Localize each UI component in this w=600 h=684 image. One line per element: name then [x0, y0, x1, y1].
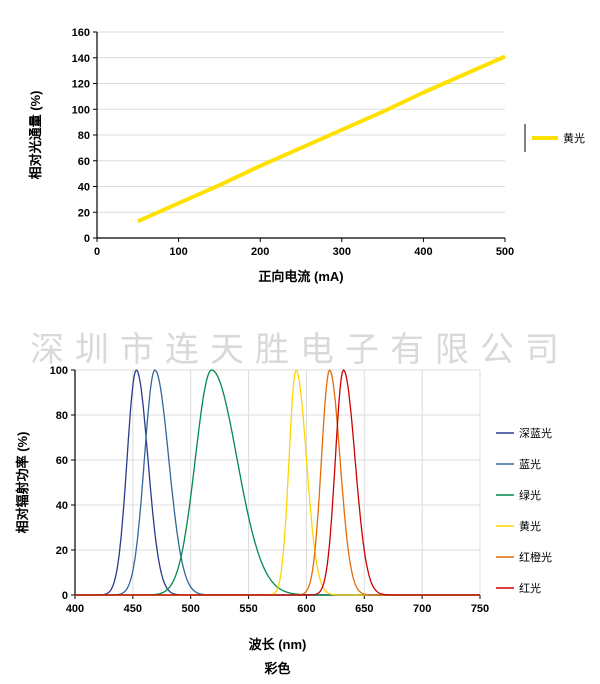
y-tick-label: 60 [78, 156, 90, 168]
x-axis-subtitle: 彩色 [263, 661, 290, 676]
legend-label: 黄光 [519, 519, 541, 533]
x-tick-label: 700 [413, 603, 431, 615]
series-line [75, 369, 480, 596]
x-axis-title: 波长 (nm) [249, 637, 307, 652]
x-axis-title: 正向电流 (mA) [258, 269, 343, 284]
y-axis-title: 相对光通量 (%) [28, 91, 43, 180]
series-line [136, 54, 506, 224]
y-tick-label: 40 [56, 500, 68, 512]
legend-label: 红橙光 [519, 550, 552, 564]
legend-label: 黄光 [563, 131, 585, 145]
y-tick-label: 40 [78, 182, 90, 194]
y-tick-label: 20 [78, 207, 90, 219]
luminous-flux-chart-canvas: 0 100 200 300 400 500 0 20 40 60 80 100 120 140 160 正向电… [28, 27, 585, 284]
y-tick-label: 80 [56, 410, 68, 422]
series-line [75, 369, 480, 596]
series-line [75, 369, 480, 596]
x-tick-label: 400 [66, 603, 84, 615]
y-tick-label: 120 [72, 79, 90, 91]
legend-label: 蓝光 [519, 457, 541, 471]
luminous-flux-chart: 0 100 200 300 400 500 0 20 40 60 80 100 120 140 160 正向电… [0, 0, 600, 300]
y-tick-label: 100 [50, 365, 68, 377]
x-tick-label: 650 [355, 603, 373, 615]
x-tick-label: 500 [182, 603, 200, 615]
legend-label: 深蓝光 [519, 426, 552, 440]
x-tick-label: 450 [124, 603, 142, 615]
series-line [75, 369, 480, 596]
y-tick-label: 20 [56, 545, 68, 557]
series-line [75, 369, 480, 596]
x-tick-label: 100 [169, 246, 187, 258]
x-tick-label: 0 [94, 246, 100, 258]
x-tick-label: 550 [239, 603, 257, 615]
x-tick-label: 500 [496, 246, 514, 258]
legend-label: 绿光 [519, 488, 541, 502]
x-tick-label: 300 [333, 246, 351, 258]
y-tick-label: 100 [72, 104, 90, 116]
x-tick-label: 750 [471, 603, 489, 615]
legend-label: 红光 [519, 581, 541, 595]
y-axis-title: 相对辐射功率 (%) [15, 432, 30, 534]
y-tick-label: 140 [72, 53, 90, 65]
spectrum-chart-canvas: 400 450 500 550 600 650 700 750 0 20 40 60 80 100 波长 (… [15, 365, 552, 676]
series-line [75, 369, 480, 596]
y-tick-label: 60 [56, 455, 68, 467]
y-tick-label: 0 [62, 590, 68, 602]
y-tick-label: 80 [78, 130, 90, 142]
y-tick-label: 160 [72, 27, 90, 39]
y-tick-label: 0 [84, 233, 90, 245]
x-tick-label: 400 [414, 246, 432, 258]
spectrum-chart: 深圳市连天胜电子有限公司 400 450 500 550 600 650 700 750 0 20… [0, 300, 600, 684]
x-tick-label: 200 [251, 246, 269, 258]
x-tick-label: 600 [297, 603, 315, 615]
